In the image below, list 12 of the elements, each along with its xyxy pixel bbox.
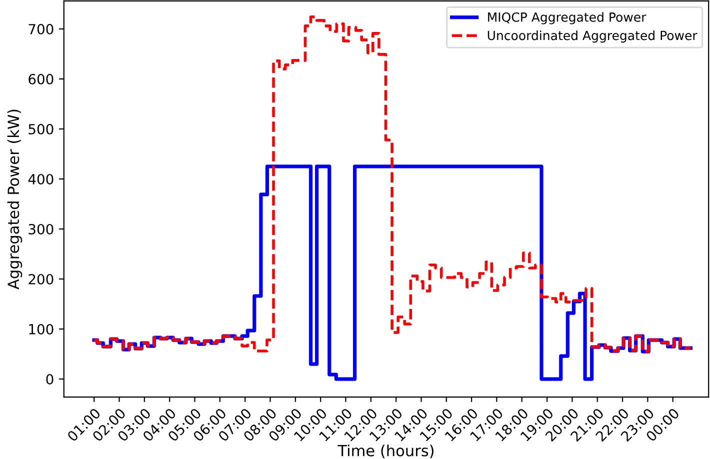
y-tick-label: 200	[28, 274, 54, 284]
x-axis-title: Time (hours)	[338, 444, 434, 458]
y-tick-label: 100	[29, 324, 54, 334]
y-tick-label: 700	[28, 24, 54, 34]
legend-label: Uncoordinated Aggregated Power	[488, 30, 698, 43]
y-tick-label: 600	[28, 74, 54, 84]
y-tick-label: 300	[28, 224, 54, 234]
y-tick-label: 500	[28, 124, 54, 134]
y-tick-label: 0	[46, 374, 54, 385]
y-axis-title: Aggregated Power (kW)	[7, 110, 22, 290]
y-tick-label: 400	[28, 174, 54, 184]
legend-label: MIQCP Aggregated Power	[488, 12, 646, 24]
